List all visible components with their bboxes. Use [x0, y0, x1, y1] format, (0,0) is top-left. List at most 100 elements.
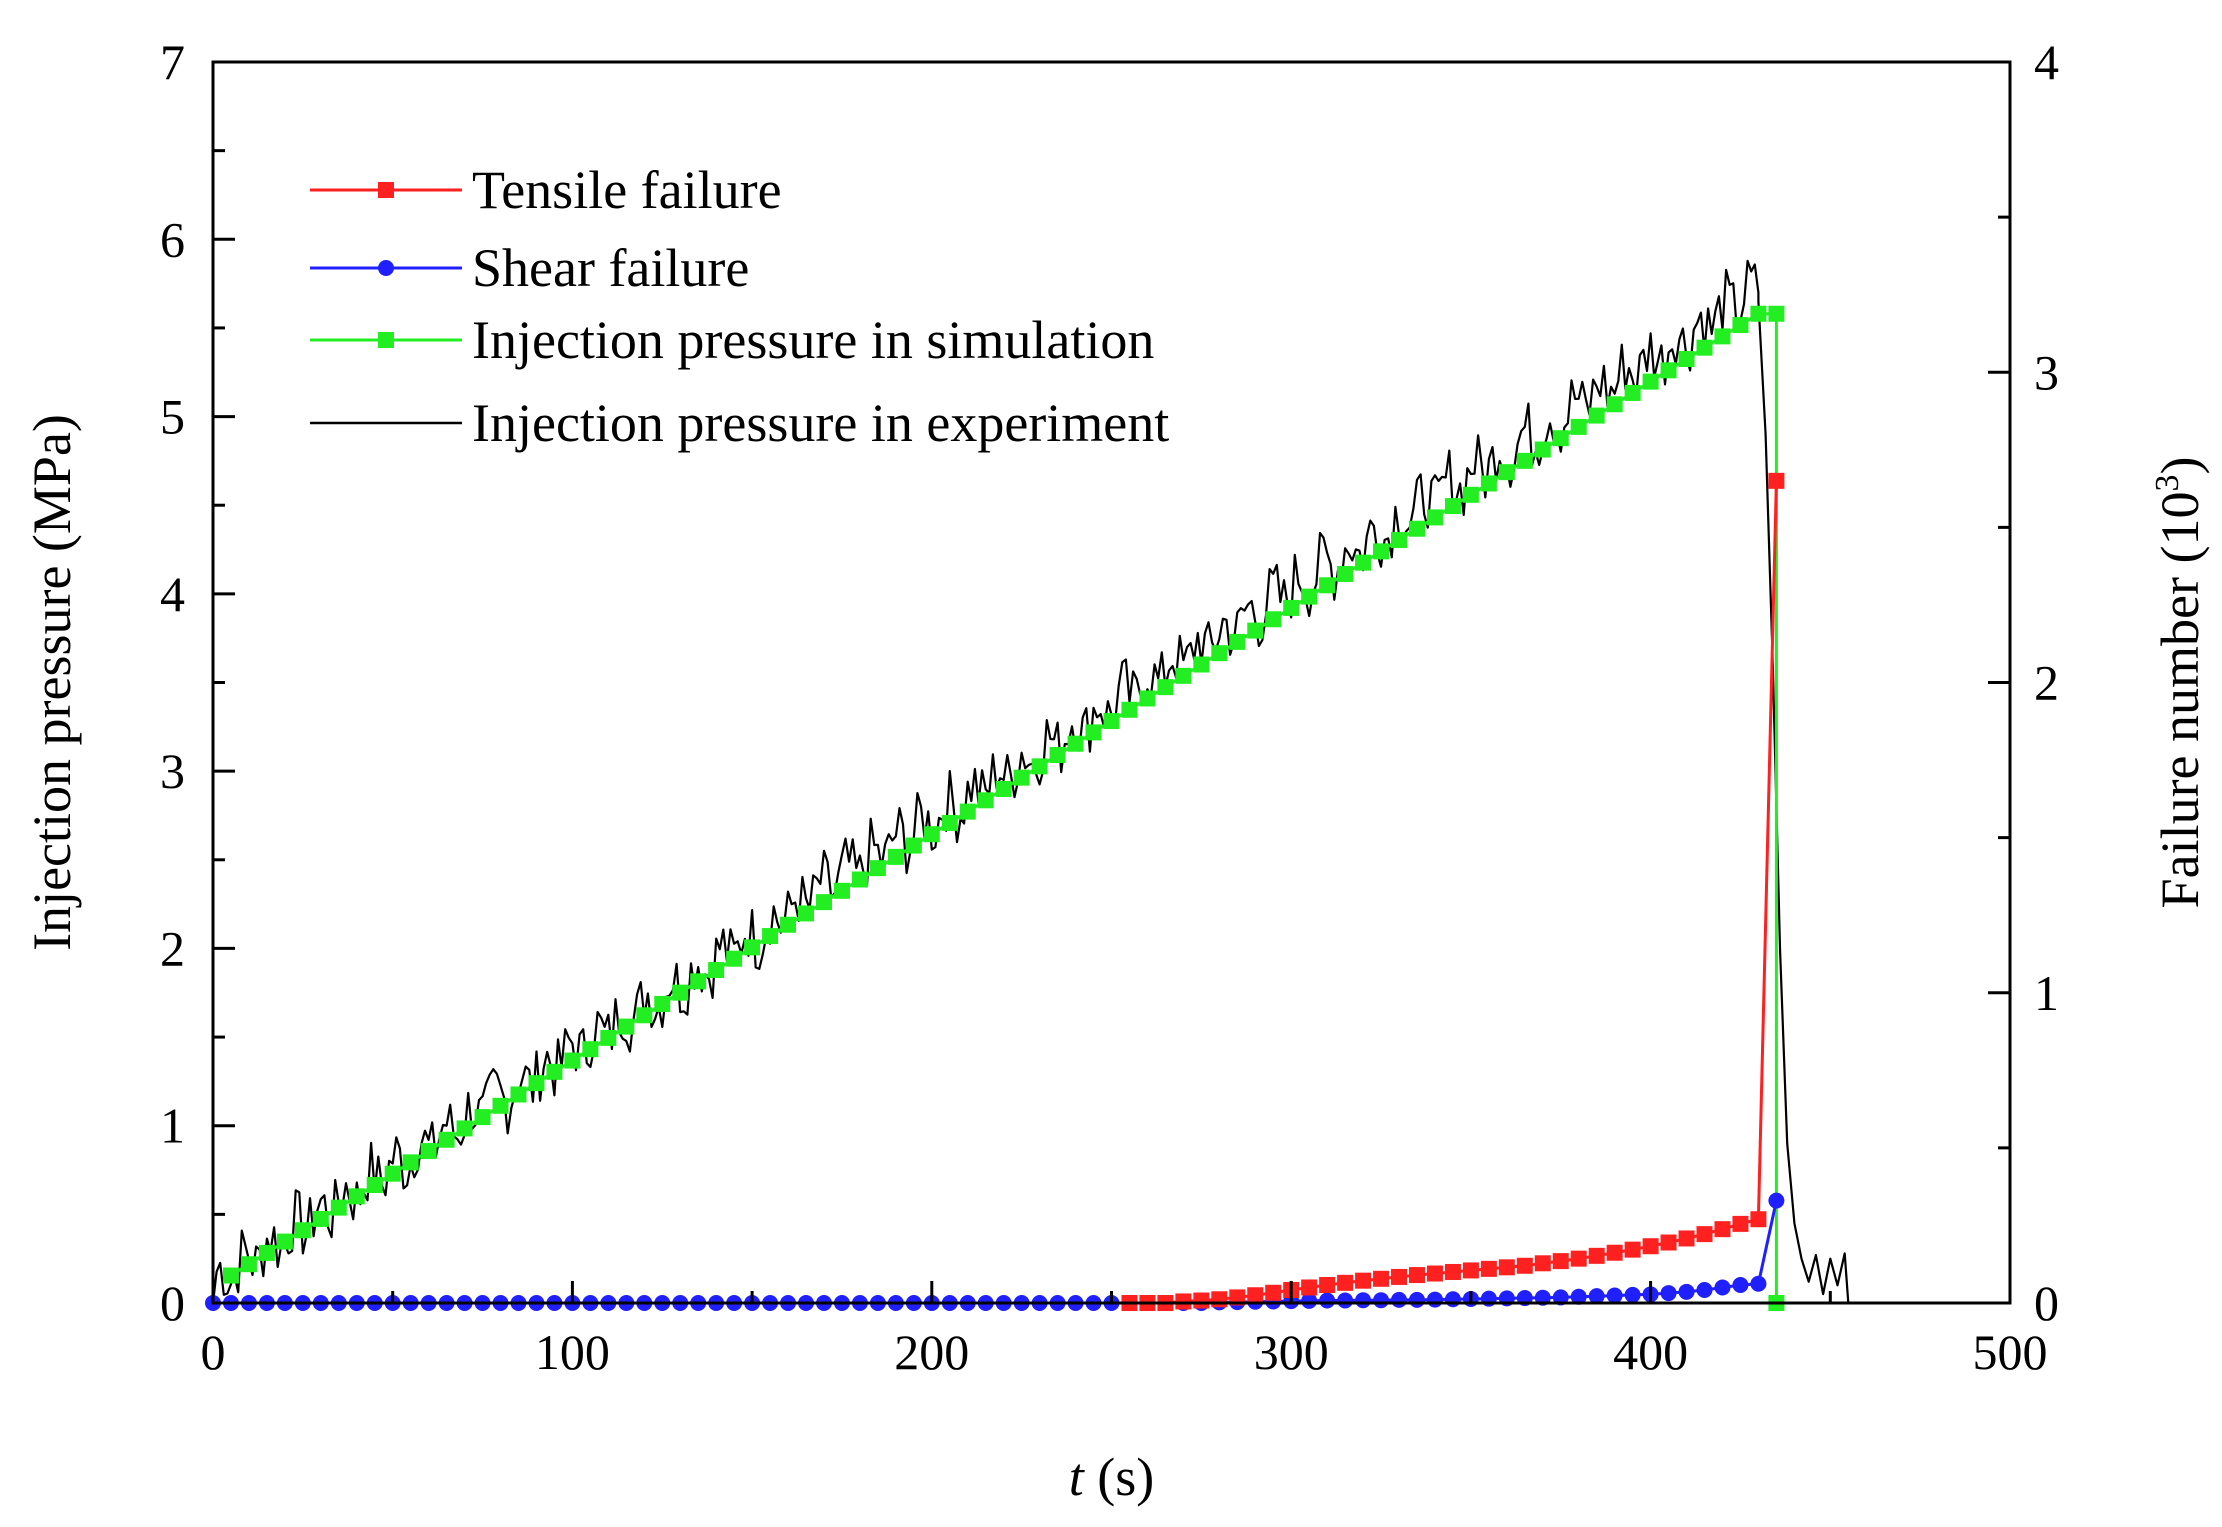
simulation-pressure-marker: [1678, 351, 1695, 368]
tensile-failure-marker: [1696, 1226, 1713, 1243]
simulation-pressure-marker: [995, 780, 1012, 797]
simulation-pressure-marker: [1337, 565, 1354, 582]
tensile-failure-marker: [1301, 1279, 1318, 1296]
simulation-pressure-marker: [1013, 769, 1030, 786]
simulation-pressure-marker: [240, 1256, 257, 1273]
tensile-failure-marker: [1211, 1291, 1228, 1308]
simulation-pressure-marker: [1570, 418, 1587, 435]
simulation-pressure-marker: [833, 882, 850, 899]
simulation-pressure-marker: [1301, 588, 1318, 605]
simulation-pressure-marker: [851, 871, 868, 888]
tensile-failure-marker: [1355, 1272, 1372, 1289]
x-tick-label: 300: [1254, 1324, 1329, 1380]
simulation-pressure-marker: [1031, 758, 1048, 775]
plot-series: [205, 259, 1850, 1311]
tensile-failure-marker: [1606, 1244, 1623, 1261]
simulation-pressure-marker: [1193, 656, 1210, 673]
shear-failure-marker: [1373, 1292, 1390, 1309]
simulation-pressure-marker: [1750, 305, 1767, 322]
simulation-pressure-marker: [690, 973, 707, 990]
y-left-tick-label: 3: [160, 743, 185, 799]
simulation-pressure-marker: [815, 894, 832, 911]
y-right-axis-title: Failure number (103): [2149, 457, 2210, 909]
simulation-pressure-marker: [672, 984, 689, 1001]
y-right-tick-label: 4: [2034, 34, 2059, 90]
simulation-pressure-marker: [744, 939, 761, 956]
simulation-pressure-marker: [474, 1109, 491, 1126]
axis-titles: t (s) Injection pressure (MPa) Failure num…: [22, 414, 2210, 1507]
shear-failure-marker: [1391, 1291, 1408, 1308]
simulation-pressure-marker: [1157, 679, 1174, 696]
simulation-pressure-marker: [312, 1210, 329, 1227]
tensile-failure-marker: [1750, 1211, 1767, 1228]
y-left-tick-label: 1: [160, 1098, 185, 1154]
simulation-pressure-marker: [708, 962, 725, 979]
y-right-axis-title-close: ): [2150, 457, 2210, 475]
tensile-failure-marker: [1391, 1268, 1408, 1285]
tensile-failure-marker: [1678, 1230, 1695, 1247]
legend-label: Tensile failure: [472, 160, 782, 220]
shear-failure-marker: [1426, 1291, 1443, 1308]
simulation-pressure-marker: [1624, 384, 1641, 401]
simulation-pressure-marker: [366, 1177, 383, 1194]
shear-failure-marker: [1606, 1287, 1623, 1304]
tensile-failure-marker: [1534, 1255, 1551, 1272]
tensile-failure-marker: [1229, 1289, 1246, 1306]
simulation-pressure-marker: [1175, 667, 1192, 684]
x-axis-title-italic: t: [1069, 1447, 1086, 1507]
simulation-pressure-marker: [1391, 532, 1408, 549]
simulation-pressure-marker: [600, 1029, 617, 1046]
legend: Tensile failure Shear failure Injection pr…: [310, 160, 1169, 453]
shear-failure-marker: [1408, 1291, 1425, 1308]
tensile-failure-marker: [1552, 1253, 1569, 1270]
tensile-failure-marker: [1714, 1221, 1731, 1238]
simulation-pressure-marker: [438, 1131, 455, 1148]
simulation-pressure-marker: [330, 1199, 347, 1216]
shear-failure-marker: [1355, 1292, 1372, 1309]
simulation-pressure-marker: [1588, 407, 1605, 424]
x-tick-label: 0: [201, 1324, 226, 1380]
tensile-failure-marker: [1732, 1215, 1749, 1232]
simulation-pressure-marker: [1480, 475, 1497, 492]
shear-failure-marker: [1319, 1292, 1336, 1309]
simulation-pressure-marker: [1462, 486, 1479, 503]
tensile-failure-marker: [1624, 1241, 1641, 1258]
simulation-pressure-marker: [1660, 362, 1677, 379]
simulation-pressure-marker: [1732, 317, 1749, 334]
x-axis-title-rest: (s): [1084, 1447, 1154, 1507]
simulation-pressure-marker: [456, 1120, 473, 1137]
y-right-tick-label: 1: [2034, 965, 2059, 1021]
x-tick-label: 200: [894, 1324, 969, 1380]
shear-failure-marker: [1301, 1292, 1318, 1309]
simulation-pressure-marker: [762, 928, 779, 945]
simulation-pressure-marker: [1265, 611, 1282, 628]
simulation-pressure-line: [230, 312, 1778, 1303]
tensile-failure-marker: [1768, 472, 1785, 489]
simulation-pressure-marker: [492, 1097, 509, 1114]
tensile-failure-marker: [1193, 1292, 1210, 1309]
y-right-axis-title-sup: 3: [2149, 475, 2186, 492]
shear-failure-marker: [1337, 1292, 1354, 1309]
tensile-failure-marker: [1516, 1257, 1533, 1274]
simulation-pressure-marker: [1103, 713, 1120, 730]
y-right-axis-title-main: Failure number (10: [2150, 492, 2210, 909]
shear-failure-marker: [1678, 1283, 1695, 1300]
shear-failure-marker: [1588, 1288, 1605, 1305]
simulation-pressure-marker: [1319, 577, 1336, 594]
simulation-pressure-marker: [780, 916, 797, 933]
simulation-pressure-marker: [1211, 645, 1228, 662]
x-axis-title: t (s): [1069, 1447, 1155, 1507]
legend-marker-square: [378, 332, 394, 348]
simulation-pressure-marker: [294, 1222, 311, 1239]
simulation-pressure-marker: [1355, 554, 1372, 571]
simulation-pressure-marker: [582, 1041, 599, 1058]
y-left-axis-title: Injection pressure (MPa): [22, 414, 82, 951]
shear-failure-marker: [1696, 1281, 1713, 1298]
tensile-failure-marker: [1588, 1247, 1605, 1264]
simulation-pressure-marker: [1373, 543, 1390, 560]
simulation-pressure-marker: [1696, 339, 1713, 356]
tensile-failure-line: [1129, 480, 1778, 1305]
y-left-tick-label: 7: [160, 34, 185, 90]
simulation-pressure-marker: [384, 1165, 401, 1182]
